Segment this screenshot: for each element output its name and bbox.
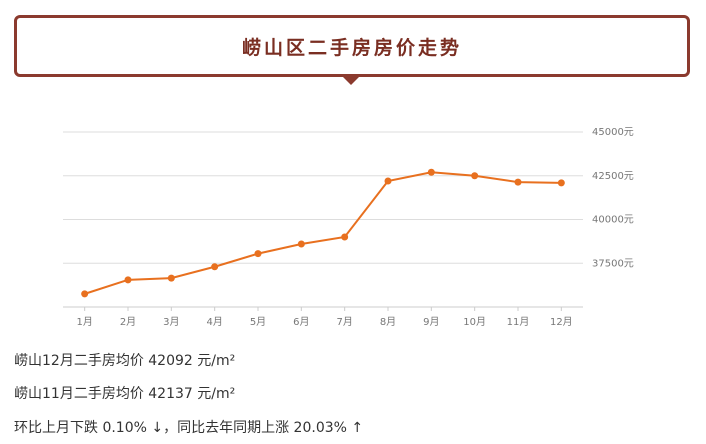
x-tick-label: 7月 [336, 316, 352, 328]
x-tick-label: 1月 [76, 316, 92, 328]
header-pointer [340, 74, 362, 85]
x-tick-label: 4月 [206, 316, 222, 328]
point [427, 168, 435, 176]
x-tick-label: 8月 [380, 316, 396, 328]
x-tick-label: 11月 [507, 316, 530, 328]
text-line: 环比上月下跌 0.10% ↓，同比去年同期上涨 20.03% ↑ [14, 420, 364, 436]
x-tick-label: 12月 [550, 316, 573, 328]
x-tick-label: 10月 [463, 316, 486, 328]
point [81, 290, 89, 298]
header-title: 崂山区二手房房价走势 [241, 36, 462, 59]
point [384, 177, 392, 185]
y-tick-label: 45000元 [592, 127, 634, 138]
x-tick-label: 3月 [163, 316, 179, 328]
x-tick-label: 9月 [423, 316, 439, 328]
point [471, 172, 479, 180]
point [254, 250, 262, 258]
chart: 37500元 40000元 42500元 45000元 1月 2月 3月 4月 5月 6月 7月 8月… [63, 127, 634, 328]
text-line: 崂山11月二手房均价 42137 元/m² [14, 386, 236, 402]
x-tick-label: 5月 [250, 316, 266, 328]
y-tick-label: 42500元 [592, 171, 634, 182]
y-tick-label: 37500元 [592, 258, 634, 269]
point [211, 263, 219, 271]
line [84, 171, 562, 295]
point [514, 178, 522, 186]
point [341, 233, 349, 241]
point [124, 276, 132, 284]
x-tick-label: 2月 [120, 316, 136, 328]
text-line: 崂山12月二手房均价 42092 元/m² [14, 353, 236, 369]
x-tick-label: 6月 [293, 316, 309, 328]
point [167, 274, 175, 282]
y-tick-label: 40000元 [592, 215, 634, 226]
point [297, 240, 305, 248]
point [557, 179, 565, 187]
